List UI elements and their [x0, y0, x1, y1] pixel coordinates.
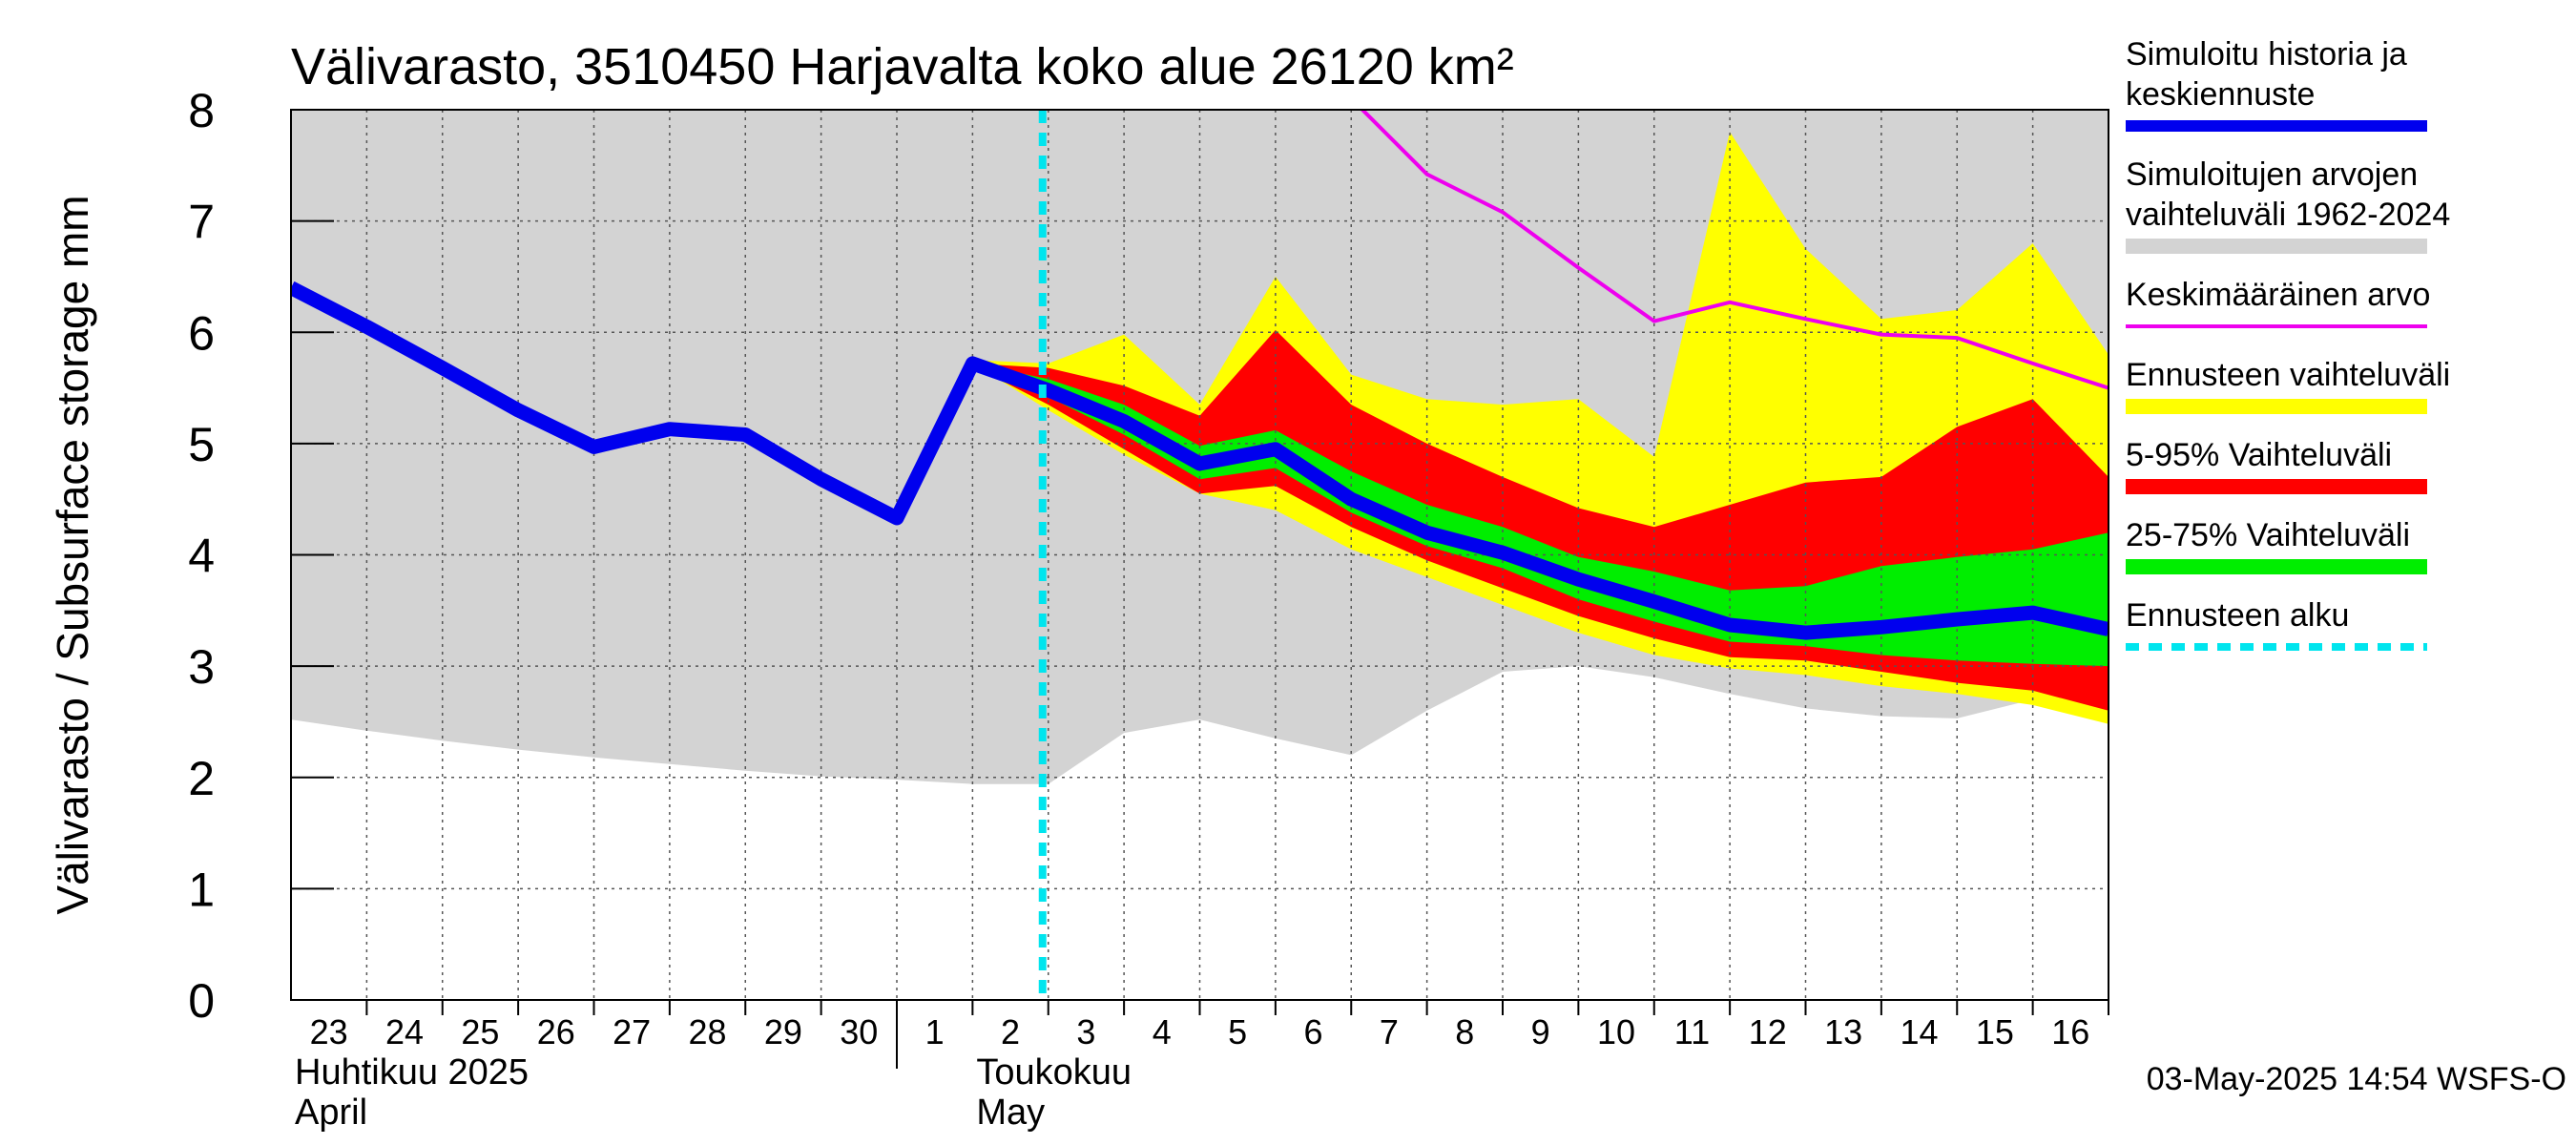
- x-tick-label: 12: [1749, 1012, 1787, 1051]
- x-tick-label: 2: [1001, 1012, 1020, 1051]
- x-tick-label: 14: [1901, 1012, 1939, 1051]
- x-tick-label: 29: [764, 1012, 802, 1051]
- x-tick-label: 26: [537, 1012, 575, 1051]
- x-tick-label: 8: [1455, 1012, 1474, 1051]
- legend-swatch-band: [2126, 399, 2427, 414]
- legend-swatch-band: [2126, 559, 2427, 574]
- x-axis-ticks: 23 24 25 26 27 28 29 30 1 2 3 4 5 6 7 8 9 10 11 12 13 14 15 16H…: [295, 1000, 2109, 1133]
- y-tick-label: 7: [188, 196, 215, 249]
- legend-label: Ennusteen alku: [2126, 597, 2349, 634]
- legend-label: 5-95% Vaihteluväli: [2126, 437, 2392, 473]
- x-tick-label: 10: [1597, 1012, 1635, 1051]
- x-tick-label: 4: [1153, 1012, 1172, 1051]
- y-tick-label: 3: [188, 640, 215, 694]
- y-axis-ticks: 0 1 2 3 4 5 6 7 8: [188, 84, 334, 1028]
- x-tick-label: 11: [1674, 1012, 1710, 1051]
- x-tick-label: 16: [2051, 1012, 2089, 1051]
- legend-label: Simuloitujen arvojen: [2126, 156, 2418, 193]
- y-tick-label: 1: [188, 863, 215, 916]
- y-tick-label: 0: [188, 974, 215, 1028]
- legend-label: keskiennuste: [2126, 76, 2315, 113]
- plot-grid: [291, 110, 2109, 1000]
- x-tick-label: 5: [1228, 1012, 1247, 1051]
- y-tick-label: 8: [188, 84, 215, 137]
- x-tick-label: 23: [310, 1012, 348, 1051]
- x-tick-label: 24: [385, 1012, 424, 1051]
- month-label-en: May: [976, 1093, 1045, 1133]
- x-tick-label: 28: [689, 1012, 727, 1051]
- month-label-fi: Huhtikuu 2025: [295, 1052, 529, 1093]
- legend-swatch-band: [2126, 239, 2427, 254]
- legend-label: vaihteluväli 1962-2024: [2126, 197, 2450, 233]
- y-tick-label: 4: [188, 530, 215, 583]
- y-tick-label: 6: [188, 306, 215, 360]
- x-tick-label: 30: [840, 1012, 878, 1051]
- x-tick-label: 3: [1076, 1012, 1095, 1051]
- month-label-fi: Toukokuu: [976, 1052, 1132, 1093]
- x-tick-label: 27: [613, 1012, 651, 1051]
- y-tick-label: 5: [188, 418, 215, 471]
- month-label-en: April: [295, 1093, 367, 1133]
- legend-label: Ennusteen vaihteluväli: [2126, 357, 2450, 393]
- p25-75-band: [972, 363, 2109, 667]
- legend-label: Simuloitu historia ja: [2126, 36, 2407, 73]
- x-tick-label: 7: [1380, 1012, 1399, 1051]
- footer-timestamp: 03-May-2025 14:54 WSFS-O: [2147, 1061, 2566, 1097]
- legend-swatch-band: [2126, 479, 2427, 494]
- x-tick-label: 6: [1304, 1012, 1323, 1051]
- y-tick-label: 2: [188, 752, 215, 805]
- legend-label: Keskimääräinen arvo: [2126, 277, 2430, 313]
- x-tick-label: 1: [925, 1012, 945, 1051]
- x-tick-label: 25: [461, 1012, 499, 1051]
- plot-lines: [290, 109, 2109, 1001]
- median-line: [291, 281, 2109, 640]
- x-tick-label: 15: [1976, 1012, 2014, 1051]
- y-axis-label: Välivarasto / Subsurface storage mm: [48, 195, 97, 914]
- chart-title: Välivarasto, 3510450 Harjavalta koko alu…: [291, 38, 1514, 95]
- mean-line: [1360, 110, 2109, 390]
- x-tick-label: 9: [1531, 1012, 1550, 1051]
- x-tick-label: 13: [1824, 1012, 1862, 1051]
- legend-label: 25-75% Vaihteluväli: [2126, 517, 2410, 553]
